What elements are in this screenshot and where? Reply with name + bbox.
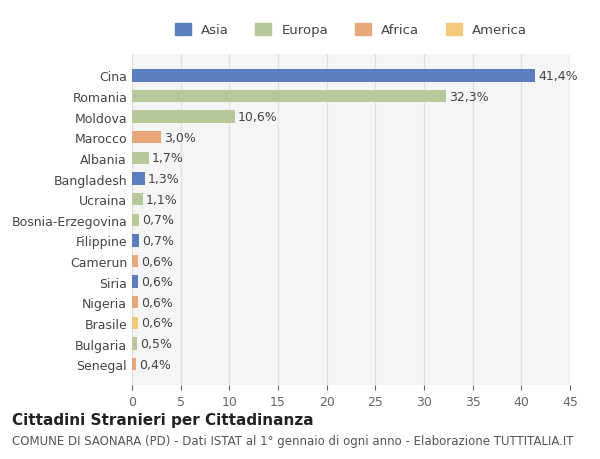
Bar xyxy=(132,173,145,185)
Text: 1,1%: 1,1% xyxy=(146,193,178,206)
Text: 1,3%: 1,3% xyxy=(148,173,179,185)
Text: 0,6%: 0,6% xyxy=(141,317,173,330)
Bar xyxy=(132,317,138,330)
Text: 0,7%: 0,7% xyxy=(142,214,174,227)
Text: Cittadini Stranieri per Cittadinanza: Cittadini Stranieri per Cittadinanza xyxy=(12,412,314,427)
Bar xyxy=(132,235,139,247)
Text: 10,6%: 10,6% xyxy=(238,111,278,124)
Text: 0,5%: 0,5% xyxy=(140,337,172,350)
Text: 32,3%: 32,3% xyxy=(449,90,489,103)
Bar xyxy=(132,276,138,288)
Bar xyxy=(132,91,446,103)
Bar xyxy=(132,70,535,83)
Bar xyxy=(132,194,143,206)
Text: 3,0%: 3,0% xyxy=(164,132,196,145)
Text: 0,6%: 0,6% xyxy=(141,255,173,268)
Bar xyxy=(132,152,149,165)
Text: 0,6%: 0,6% xyxy=(141,275,173,289)
Text: 0,6%: 0,6% xyxy=(141,296,173,309)
Bar xyxy=(132,297,138,309)
Text: COMUNE DI SAONARA (PD) - Dati ISTAT al 1° gennaio di ogni anno - Elaborazione TU: COMUNE DI SAONARA (PD) - Dati ISTAT al 1… xyxy=(12,435,574,448)
Bar xyxy=(132,132,161,144)
Bar xyxy=(132,358,136,370)
Bar xyxy=(132,111,235,123)
Text: 0,4%: 0,4% xyxy=(139,358,170,371)
Text: 41,4%: 41,4% xyxy=(538,70,578,83)
Text: 1,7%: 1,7% xyxy=(151,152,184,165)
Legend: Asia, Europa, Africa, America: Asia, Europa, Africa, America xyxy=(169,19,533,43)
Text: 0,7%: 0,7% xyxy=(142,235,174,247)
Bar xyxy=(132,214,139,226)
Bar xyxy=(132,338,137,350)
Bar xyxy=(132,255,138,268)
